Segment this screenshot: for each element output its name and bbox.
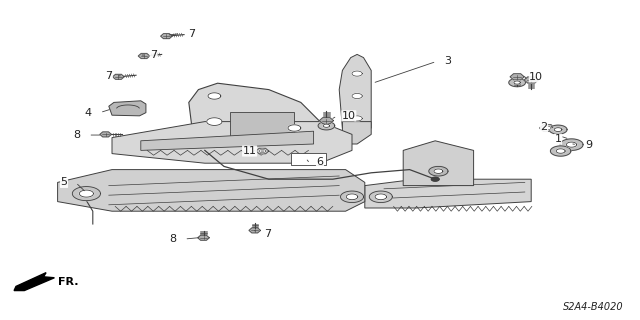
Polygon shape <box>323 124 330 127</box>
Polygon shape <box>189 83 320 157</box>
Polygon shape <box>319 117 333 124</box>
Polygon shape <box>375 194 387 200</box>
Polygon shape <box>288 125 301 131</box>
Text: 7: 7 <box>188 28 196 39</box>
Polygon shape <box>560 139 583 150</box>
Polygon shape <box>352 116 362 121</box>
Text: 7: 7 <box>150 50 157 60</box>
Text: 3: 3 <box>445 56 451 67</box>
Polygon shape <box>109 101 146 116</box>
Text: 1: 1 <box>555 134 561 144</box>
Polygon shape <box>161 34 172 39</box>
Polygon shape <box>346 194 358 200</box>
Polygon shape <box>318 122 335 130</box>
Polygon shape <box>208 93 221 99</box>
Polygon shape <box>100 132 111 137</box>
Polygon shape <box>429 166 448 176</box>
Polygon shape <box>259 149 266 153</box>
Polygon shape <box>556 149 565 153</box>
Polygon shape <box>249 228 260 233</box>
Text: 7: 7 <box>264 228 271 239</box>
Polygon shape <box>230 112 294 141</box>
Polygon shape <box>431 177 439 181</box>
Polygon shape <box>549 125 567 134</box>
Polygon shape <box>403 141 474 186</box>
Text: 10: 10 <box>529 72 543 82</box>
Polygon shape <box>340 191 364 203</box>
Text: S2A4-B4020: S2A4-B4020 <box>563 302 624 312</box>
Text: 10: 10 <box>342 111 356 121</box>
Polygon shape <box>554 128 562 132</box>
Polygon shape <box>543 126 551 130</box>
Text: 8: 8 <box>73 130 81 140</box>
Polygon shape <box>510 74 524 80</box>
Polygon shape <box>514 81 520 84</box>
Polygon shape <box>138 53 150 59</box>
Text: 8: 8 <box>169 234 177 244</box>
Polygon shape <box>72 187 100 201</box>
Polygon shape <box>352 71 362 76</box>
Polygon shape <box>198 235 209 240</box>
Polygon shape <box>369 191 392 203</box>
Polygon shape <box>566 142 577 147</box>
Polygon shape <box>550 146 571 156</box>
Text: 6: 6 <box>317 156 323 167</box>
Polygon shape <box>434 169 443 173</box>
Polygon shape <box>207 118 222 125</box>
Polygon shape <box>79 190 93 197</box>
Text: 7: 7 <box>105 71 113 81</box>
Text: FR.: FR. <box>58 277 78 287</box>
Polygon shape <box>58 170 365 211</box>
Polygon shape <box>540 125 555 131</box>
Polygon shape <box>342 122 371 144</box>
Polygon shape <box>339 54 371 134</box>
Text: 11: 11 <box>243 146 257 156</box>
Polygon shape <box>14 273 54 291</box>
Polygon shape <box>352 93 362 99</box>
Polygon shape <box>509 78 525 87</box>
Text: 9: 9 <box>585 140 593 150</box>
Polygon shape <box>141 131 314 150</box>
Polygon shape <box>365 179 531 208</box>
Polygon shape <box>112 122 352 163</box>
Polygon shape <box>256 148 269 154</box>
Text: 2: 2 <box>540 122 548 132</box>
Polygon shape <box>113 74 124 79</box>
Text: 5: 5 <box>61 177 67 188</box>
Bar <box>291 153 326 165</box>
Polygon shape <box>524 77 538 83</box>
Text: 4: 4 <box>84 108 92 118</box>
